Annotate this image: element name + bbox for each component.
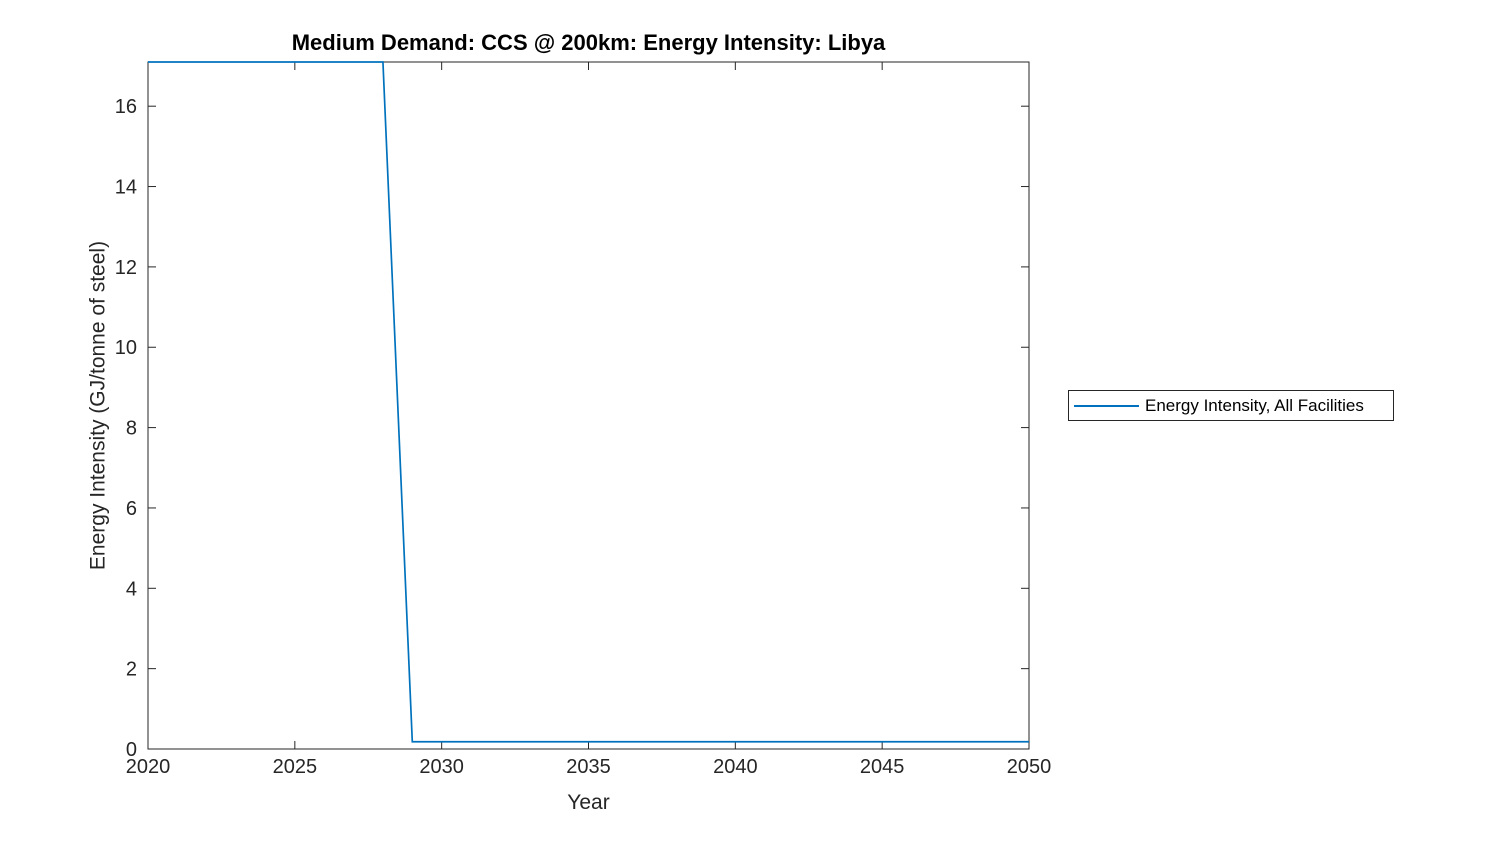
x-axis-label: Year [567, 791, 610, 814]
series-line [148, 61, 1029, 743]
x-tick-label: 2025 [273, 756, 318, 778]
x-tick-label: 2040 [713, 756, 758, 778]
y-tick-label: 12 [115, 257, 137, 279]
x-tick-label: 2050 [1007, 756, 1052, 778]
legend: Energy Intensity, All Facilities [1068, 390, 1394, 421]
chart-title: Medium Demand: CCS @ 200km: Energy Inten… [291, 30, 886, 55]
y-tick-label: 0 [126, 739, 137, 761]
y-tick-label: 4 [126, 578, 137, 600]
x-tick-label: 2045 [860, 756, 905, 778]
x-tick-label: 2020 [126, 756, 171, 778]
y-tick-label: 2 [126, 659, 137, 681]
y-tick-label: 10 [115, 337, 137, 359]
x-tick-label: 2035 [566, 756, 611, 778]
y-tick-label: 6 [126, 498, 137, 520]
x-tick-label: 2030 [419, 756, 464, 778]
y-axis-label: Energy Intensity (GJ/tonne of steel) [86, 240, 110, 571]
legend-line-swatch [1074, 404, 1139, 407]
y-tick-label: 8 [126, 418, 137, 440]
axes-frame [147, 61, 1030, 750]
y-tick-label: 16 [115, 96, 137, 118]
legend-label: Energy Intensity, All Facilities [1145, 395, 1364, 415]
y-tick-label: 14 [115, 177, 137, 199]
